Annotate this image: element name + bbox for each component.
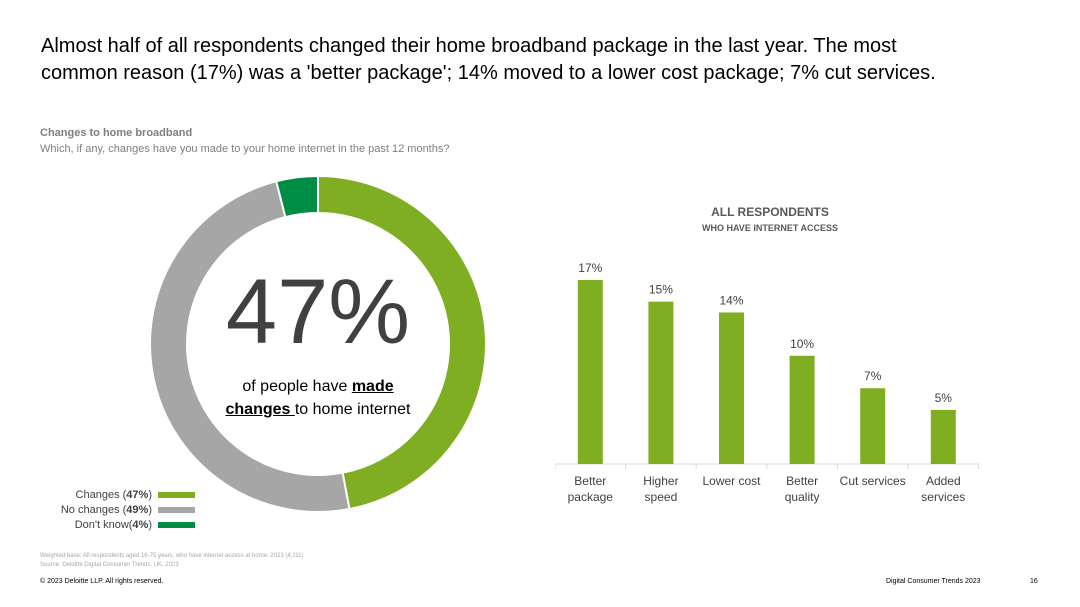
caption-emphasis: made changes <box>225 378 394 418</box>
bar-chart-subtitle: WHO HAVE INTERNET ACCESS <box>701 223 838 233</box>
donut-big-value: 47% <box>225 261 411 363</box>
bar-chart: 17% Better package 15% Higher speed 14% Lower c… <box>555 261 980 504</box>
legend-swatch <box>158 521 195 528</box>
section-title: Changes to home broadband <box>40 127 193 139</box>
donut-chart <box>150 176 486 512</box>
bar <box>789 355 815 464</box>
legend-label: Changes (47%) <box>75 488 152 501</box>
x-tick-label: services <box>921 490 965 504</box>
donut-slice-no-changes <box>150 180 351 512</box>
x-tick-label: quality <box>785 490 820 504</box>
bar-data-label: 5% <box>935 391 953 405</box>
x-tick-label: speed <box>645 490 678 504</box>
headline-line-1: Almost half of all respondents changed t… <box>41 35 897 57</box>
bar-chart-title: ALL RESPONDENTS <box>711 205 829 219</box>
bar-data-label: 15% <box>649 283 673 297</box>
donut-legend: Changes (47%) No changes (49%) Don't kno… <box>40 487 195 532</box>
caption-pre: of people have <box>242 378 352 395</box>
legend-label: Don't know(4%) <box>74 518 152 531</box>
bar-data-label: 17% <box>578 261 602 275</box>
donut-slice-changes <box>317 176 486 511</box>
x-tick-label: Lower cost <box>702 474 761 488</box>
legend-item-no-changes: No changes (49%) <box>40 502 195 517</box>
legend-swatch <box>158 491 195 498</box>
headline-line-2: common reason (17%) was a 'better packag… <box>41 62 936 84</box>
source-note: Source: Deloitte Digital Consumer Trends… <box>40 562 179 568</box>
bar-data-label: 14% <box>719 293 743 307</box>
copyright: © 2023 Deloitte LLP. All rights reserved… <box>40 578 164 585</box>
legend-swatch <box>158 506 195 513</box>
x-tick-label: Higher <box>643 474 678 488</box>
x-tick-label: Better <box>574 474 606 488</box>
legend-label: No changes (49%) <box>60 503 152 516</box>
page-number: 16 <box>1030 578 1038 585</box>
bar <box>719 312 744 464</box>
x-tick-label: package <box>568 490 614 504</box>
caption-post: to home internet <box>294 401 411 418</box>
donut-slice-don-t-know <box>275 176 319 219</box>
section-question: Which, if any, changes have you made to … <box>40 143 450 155</box>
legend-item-changes: Changes (47%) <box>40 487 195 502</box>
slide-headline: Almost half of all respondents changed t… <box>41 33 1041 87</box>
bar <box>648 301 674 464</box>
x-tick-label: Cut services <box>840 474 906 488</box>
bar-data-label: 10% <box>790 337 814 351</box>
bar-data-label: 7% <box>864 369 882 383</box>
footer-title: Digital Consumer Trends 2023 <box>886 578 981 585</box>
legend-item-dont-know: Don't know(4%) <box>40 517 195 532</box>
bar-chart-header: ALL RESPONDENTS WHO HAVE INTERNET ACCESS <box>650 205 890 233</box>
bar <box>860 388 886 464</box>
base-note: Weighted base: All respondents aged 16-7… <box>40 553 304 559</box>
x-tick-label: Better <box>786 474 818 488</box>
donut-caption: of people have made changes to home inte… <box>218 375 418 421</box>
x-tick-label: Added <box>926 474 961 488</box>
bar <box>577 280 603 464</box>
bar <box>930 409 956 464</box>
